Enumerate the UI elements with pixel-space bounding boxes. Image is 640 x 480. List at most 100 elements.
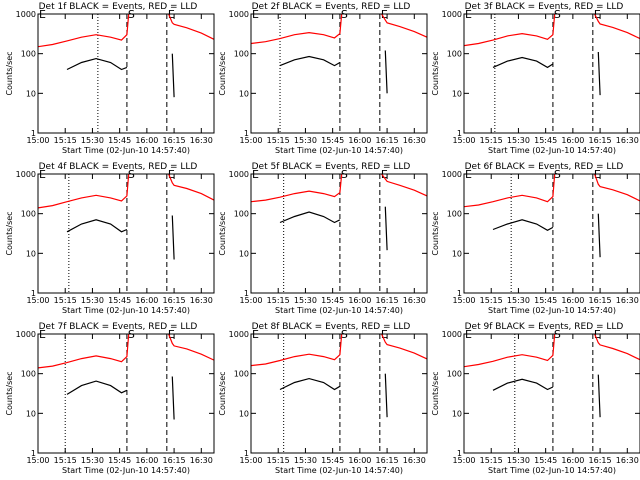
x-tick-label: 16:30 (190, 456, 213, 465)
x-tick-label: 15:30 (507, 456, 530, 465)
panel-title: Det 6f BLACK = Events, RED = LLD (465, 162, 624, 172)
y-tick-label: 100 (447, 370, 462, 379)
panel: Det 9f BLACK = Events, RED = LLD Start Ti… (431, 322, 640, 475)
x-tick-label: 15:00 (452, 136, 475, 145)
y-tick-label: 100 (21, 50, 36, 59)
x-tick-label: 16:15 (376, 136, 399, 145)
x-tick-label: 16:15 (163, 296, 186, 305)
plot-frame (463, 333, 640, 454)
y-tick-label: 1 (31, 129, 36, 138)
x-tick-label: 16:30 (190, 296, 213, 305)
x-tick-label: 15:30 (81, 456, 104, 465)
x-tick-label: 15:30 (507, 136, 530, 145)
y-tick-label: 1000 (229, 170, 249, 179)
x-tick-label: 16:15 (163, 456, 186, 465)
x-tick-label: 16:30 (403, 136, 426, 145)
x-tick-label: 15:00 (239, 456, 262, 465)
y-tick-label: 10 (452, 89, 462, 98)
x-tick-label: 16:15 (376, 296, 399, 305)
y-tick-label: 10 (239, 249, 249, 258)
y-tick-label: 1 (457, 289, 462, 298)
x-tick-label: 15:45 (321, 296, 344, 305)
y-axis-label: Counts/sec (5, 371, 14, 415)
panel-title: Det 9f BLACK = Events, RED = LLD (465, 322, 624, 332)
plot-frame (250, 173, 428, 294)
x-tick-label: 16:15 (589, 296, 612, 305)
y-axis-label: Counts/sec (218, 371, 227, 415)
plot-frame (37, 173, 215, 294)
x-tick-label: 15:30 (507, 296, 530, 305)
panel-title: Det 1f BLACK = Events, RED = LLD (39, 2, 198, 12)
y-tick-label: 1 (244, 449, 249, 458)
x-tick-label: 15:30 (294, 296, 317, 305)
x-tick-label: 16:15 (589, 136, 612, 145)
x-axis-label: Start Time (02-Jun-10 14:57:40) (275, 146, 403, 155)
x-tick-label: 16:00 (135, 136, 158, 145)
y-tick-label: 10 (452, 249, 462, 258)
x-tick-label: 15:45 (108, 296, 131, 305)
y-tick-label: 1000 (229, 10, 249, 19)
x-tick-label: 15:15 (480, 136, 503, 145)
x-tick-label: 16:00 (348, 136, 371, 145)
x-tick-label: 15:15 (267, 456, 290, 465)
series-line (251, 174, 427, 203)
x-tick-label: 16:30 (403, 456, 426, 465)
panel: Det 5f BLACK = Events, RED = LLD Start Ti… (218, 162, 428, 315)
plot-frame (463, 13, 640, 134)
series-line (279, 373, 388, 418)
x-tick-label: 15:15 (54, 136, 77, 145)
x-tick-label: 16:00 (561, 136, 584, 145)
x-tick-label: 16:30 (616, 456, 639, 465)
panel: Det 8f BLACK = Events, RED = LLD Start Ti… (218, 322, 428, 475)
x-tick-label: 16:00 (135, 296, 158, 305)
panel-title: Det 2f BLACK = Events, RED = LLD (252, 2, 411, 12)
y-tick-label: 100 (234, 210, 249, 219)
x-tick-label: 15:00 (452, 296, 475, 305)
y-axis-label: Counts/sec (5, 51, 14, 95)
y-tick-label: 10 (26, 89, 36, 98)
x-tick-label: 15:15 (267, 296, 290, 305)
series-line (464, 174, 640, 208)
x-axis-label: Start Time (02-Jun-10 14:57:40) (488, 306, 616, 315)
series-line (464, 14, 640, 47)
panel: Det 7f BLACK = Events, RED = LLD Start Ti… (5, 322, 215, 475)
panel-title: Det 4f BLACK = Events, RED = LLD (39, 162, 198, 172)
x-tick-label: 15:15 (267, 136, 290, 145)
y-tick-label: 1 (31, 289, 36, 298)
y-tick-label: 100 (447, 50, 462, 59)
x-tick-label: 15:00 (239, 296, 262, 305)
series-line (66, 376, 175, 420)
y-axis-label: Counts/sec (431, 371, 440, 415)
y-axis-label: Counts/sec (431, 51, 440, 95)
y-axis-label: Counts/sec (5, 211, 14, 255)
x-tick-label: 15:30 (294, 456, 317, 465)
x-tick-label: 16:30 (616, 296, 639, 305)
x-tick-label: 15:45 (108, 136, 131, 145)
y-tick-label: 10 (239, 409, 249, 418)
plot-frame (463, 173, 640, 294)
y-tick-label: 1 (244, 289, 249, 298)
x-tick-label: 15:15 (54, 456, 77, 465)
y-tick-label: 1000 (16, 10, 36, 19)
x-tick-label: 15:45 (534, 456, 557, 465)
y-tick-label: 1000 (442, 170, 462, 179)
y-tick-label: 1000 (16, 170, 36, 179)
x-tick-label: 15:45 (321, 456, 344, 465)
x-tick-label: 16:00 (561, 456, 584, 465)
series-line (38, 174, 214, 209)
x-axis-label: Start Time (02-Jun-10 14:57:40) (275, 306, 403, 315)
x-tick-label: 15:00 (239, 136, 262, 145)
y-tick-label: 10 (26, 249, 36, 258)
plot-frame (37, 333, 215, 454)
x-tick-label: 16:30 (403, 296, 426, 305)
x-tick-label: 16:00 (561, 296, 584, 305)
x-axis-label: Start Time (02-Jun-10 14:57:40) (62, 466, 190, 475)
y-tick-label: 100 (21, 210, 36, 219)
series-line (464, 334, 640, 368)
plot-frame (250, 13, 428, 134)
series-line (38, 14, 214, 48)
series-line (38, 334, 214, 369)
x-tick-label: 16:30 (616, 136, 639, 145)
y-tick-label: 10 (26, 409, 36, 418)
x-tick-label: 16:15 (376, 456, 399, 465)
